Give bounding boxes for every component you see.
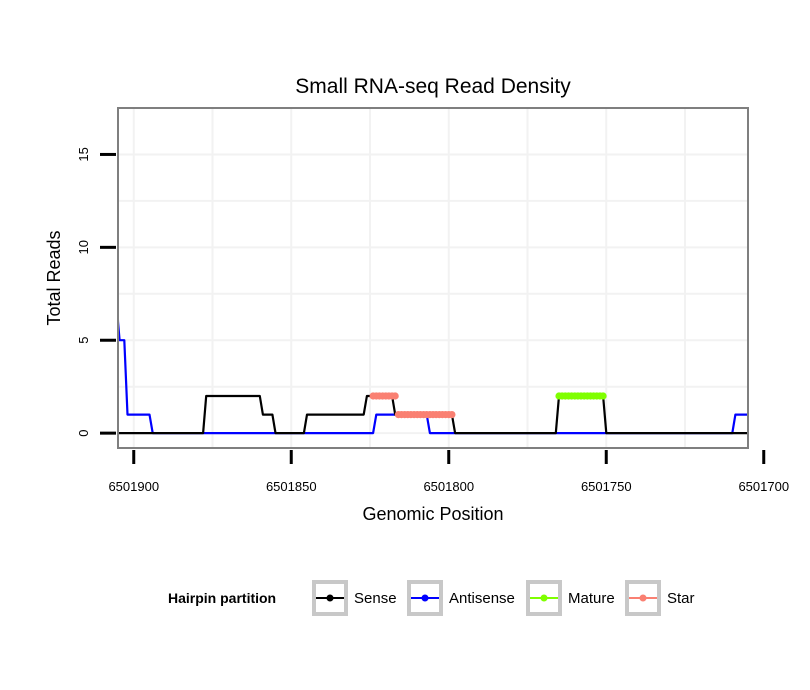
y-tick-label: 0 — [76, 429, 91, 436]
x-axis-label: Genomic Position — [362, 504, 503, 524]
data-point-star — [448, 411, 456, 419]
legend-entry-mature: Mature — [526, 580, 615, 616]
plot-panel — [117, 107, 749, 449]
legend-title: Hairpin partition — [168, 590, 276, 606]
x-tick-label: 6501900 — [108, 479, 159, 494]
legend-point-star — [639, 594, 647, 602]
data-point-star — [391, 392, 399, 400]
series-layer — [119, 319, 747, 435]
x-tick-label: 6501750 — [581, 479, 632, 494]
axes-layer: 6501900 6501850 6501800 6501750 6501700 0 5 10 1… — [76, 147, 789, 494]
legend-entry-sense: Sense — [312, 580, 397, 616]
legend-label-antisense: Antisense — [449, 590, 515, 607]
y-axis-label: Total Reads — [44, 230, 64, 325]
legend-label-mature: Mature — [568, 590, 615, 607]
chart-title: Small RNA-seq Read Density — [295, 75, 571, 98]
legend-entry-antisense: Antisense — [407, 580, 515, 616]
data-point-mature — [599, 392, 607, 400]
y-tick-label: 15 — [76, 147, 91, 161]
x-tick-label: 6501800 — [423, 479, 474, 494]
y-tick-label: 10 — [76, 240, 91, 254]
series-line-sense — [119, 394, 747, 435]
legend-point-mature — [540, 594, 548, 602]
legend-entry-star: Star — [625, 580, 695, 616]
x-tick-label: 6501850 — [266, 479, 317, 494]
legend-point-antisense — [421, 594, 429, 602]
legend-point-sense — [326, 594, 334, 602]
y-tick-label: 5 — [76, 337, 91, 344]
legend-label-sense: Sense — [354, 590, 397, 607]
legend: Hairpin partition Sense Antisense Mature… — [168, 580, 695, 616]
legend-label-star: Star — [667, 590, 695, 607]
x-tick-label: 6501700 — [738, 479, 789, 494]
